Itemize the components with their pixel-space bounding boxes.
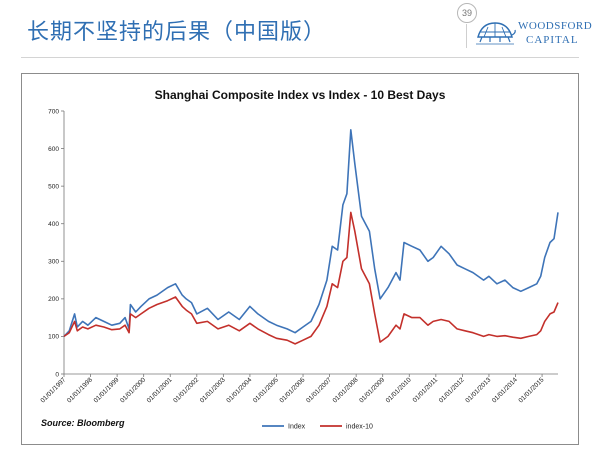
x-tick-label: 01/01/2013: [464, 376, 492, 404]
legend-label-1: index-10: [346, 424, 373, 431]
y-tick-label: 300: [48, 259, 59, 266]
chart-legend: Index index-10: [262, 424, 373, 431]
x-tick-label: 01/01/2014: [491, 376, 519, 404]
series-line-0: [63, 129, 559, 337]
x-tick-label: 01/01/2015: [518, 376, 546, 404]
title-divider: [21, 57, 579, 58]
x-tick-label: 01/01/2002: [172, 376, 200, 404]
y-tick-label: 200: [48, 296, 59, 303]
x-tick-label: 01/01/1999: [93, 376, 121, 404]
logo-divider: [466, 24, 467, 48]
chart-container: Shanghai Composite Index vs Index - 10 B…: [21, 73, 579, 445]
x-tick-label: 01/01/1998: [66, 376, 94, 404]
x-tick-label: 01/01/2001: [146, 376, 174, 404]
y-tick-label: 700: [48, 108, 59, 115]
line-chart: Shanghai Composite Index vs Index - 10 B…: [39, 88, 559, 431]
chart-axes: 010020030040050060070001/01/199701/01/19…: [39, 108, 558, 404]
turtle-logo-icon: [476, 22, 516, 45]
y-tick-label: 0: [55, 371, 59, 378]
logo-text-woodsford: WOODSFORD: [518, 20, 593, 32]
x-tick-label: 01/01/2011: [412, 376, 440, 404]
logo-text-capital: CAPITAL: [526, 34, 579, 46]
y-tick-label: 400: [48, 221, 59, 228]
company-logo: WOODSFORD CAPITAL: [474, 17, 594, 49]
x-tick-label: 01/01/1997: [39, 376, 67, 404]
series-line-1: [63, 211, 559, 345]
chart-series: [63, 129, 559, 345]
x-tick-label: 01/01/2010: [385, 376, 413, 404]
page-number: 39: [457, 3, 477, 23]
x-tick-label: 01/01/2005: [252, 376, 280, 404]
source-note: Source: Bloomberg: [41, 418, 125, 428]
legend-label-0: Index: [288, 424, 306, 431]
x-tick-label: 01/01/2006: [278, 376, 306, 404]
x-tick-label: 01/01/2008: [332, 376, 360, 404]
x-tick-label: 01/01/2004: [225, 376, 253, 404]
x-tick-label: 01/01/2009: [358, 376, 386, 404]
x-tick-label: 01/01/2012: [438, 376, 466, 404]
x-tick-label: 01/01/2003: [199, 376, 227, 404]
x-tick-label: 01/01/2000: [119, 376, 147, 404]
y-tick-label: 500: [48, 183, 59, 190]
chart-title: Shanghai Composite Index vs Index - 10 B…: [155, 88, 446, 102]
y-tick-label: 600: [48, 146, 59, 153]
y-tick-label: 100: [48, 334, 59, 341]
x-tick-label: 01/01/2007: [305, 376, 333, 404]
slide-title: 长期不坚持的后果（中国版）: [27, 20, 327, 45]
